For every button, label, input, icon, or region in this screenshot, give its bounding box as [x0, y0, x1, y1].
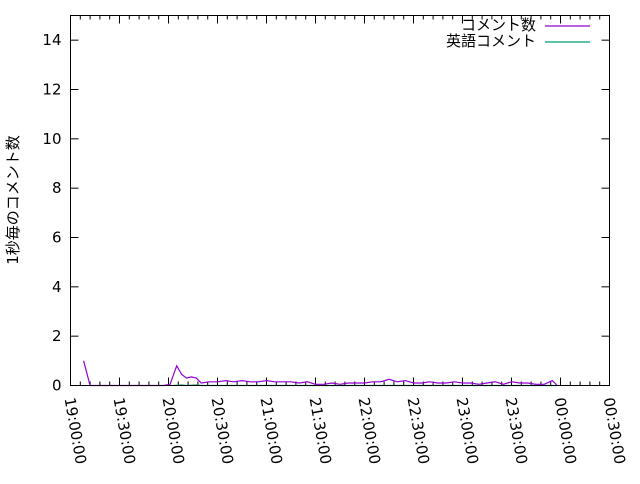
x-tick-label: 20:00:00 — [159, 396, 188, 465]
x-tick-label: 21:00:00 — [257, 396, 286, 465]
x-tick-label: 22:00:00 — [355, 396, 384, 465]
x-tick-label: 23:00:00 — [453, 396, 482, 465]
y-tick-label: 10 — [42, 130, 61, 148]
x-tick-label: 00:00:00 — [551, 396, 580, 465]
y-tick-label: 12 — [42, 81, 61, 99]
x-tick-label: 19:00:00 — [61, 396, 90, 465]
x-tick-label: 22:30:00 — [404, 396, 433, 465]
x-tick-label: 21:30:00 — [306, 396, 335, 465]
y-tick-label: 6 — [52, 229, 62, 247]
legend: コメント数 英語コメント — [446, 16, 590, 50]
x-tick-label: 23:30:00 — [502, 396, 531, 465]
legend-label-comments: コメント数 — [461, 16, 536, 34]
y-tick-label: 14 — [42, 31, 61, 49]
legend-label-english: 英語コメント — [446, 32, 536, 50]
series-line — [83, 360, 558, 387]
y-axis-label: 1秒毎のコメント数 — [4, 135, 22, 265]
y-tick-label: 2 — [52, 327, 62, 345]
series-lines — [83, 360, 558, 387]
plot-frame — [70, 15, 610, 386]
axis-ticks: 0 2 4 6 8 10 12 14 19:00:00 19:30:00 20:00:00 20:30… — [42, 15, 629, 466]
y-tick-label: 0 — [52, 377, 62, 395]
x-tick-label: 00:30:00 — [600, 396, 629, 465]
y-tick-label: 8 — [52, 179, 62, 197]
x-tick-label: 20:30:00 — [208, 396, 237, 465]
y-tick-label: 4 — [52, 278, 62, 296]
x-tick-label: 19:30:00 — [110, 396, 139, 465]
